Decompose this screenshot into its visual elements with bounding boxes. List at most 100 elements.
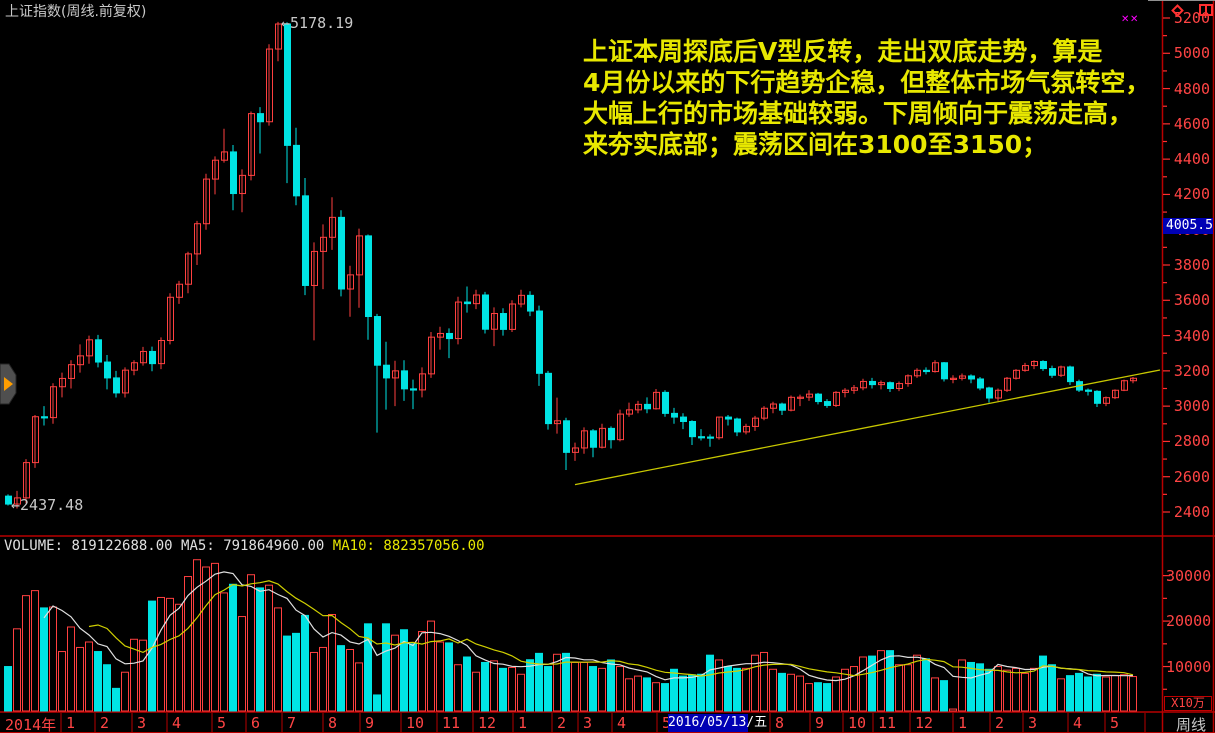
candle-body bbox=[59, 377, 66, 388]
volume-bar bbox=[184, 576, 192, 712]
restore-window-icon[interactable] bbox=[1199, 4, 1213, 16]
candle-body bbox=[374, 316, 381, 366]
candle-body bbox=[149, 350, 156, 365]
month-label: 4 bbox=[172, 714, 182, 732]
volume-indicator-header: VOLUME: 819122688.00 MA5: 791864960.00 M… bbox=[4, 538, 485, 554]
volume-bar bbox=[958, 659, 966, 712]
volume-bar bbox=[787, 673, 795, 712]
candle-body bbox=[284, 23, 291, 146]
candle-body bbox=[941, 362, 948, 380]
candle-body bbox=[851, 387, 858, 391]
month-label: 3 bbox=[1028, 714, 1038, 732]
ma5-label: MA5: bbox=[181, 538, 215, 554]
volume-bar bbox=[103, 664, 111, 712]
volume-bar bbox=[571, 661, 579, 712]
window-icon-divider bbox=[1205, 6, 1207, 14]
candle-body bbox=[212, 159, 219, 180]
candle-body bbox=[653, 391, 660, 410]
volume-bar bbox=[40, 607, 48, 712]
volume-bar bbox=[13, 628, 21, 712]
volume-bar bbox=[553, 653, 561, 712]
volume-bar bbox=[1075, 672, 1083, 712]
volume-bar bbox=[535, 652, 543, 712]
candle-body bbox=[995, 389, 1002, 399]
volume-bar bbox=[679, 675, 687, 712]
high-price-marker: ←5178.19 bbox=[281, 14, 354, 32]
candle-body bbox=[788, 396, 795, 411]
volume-bar bbox=[697, 673, 705, 712]
candle-body bbox=[293, 144, 300, 197]
volume-bar bbox=[769, 668, 777, 712]
volume-bar bbox=[148, 600, 156, 712]
volume-bar bbox=[292, 632, 300, 712]
volume-bar bbox=[490, 660, 498, 712]
candle-body bbox=[860, 380, 867, 389]
candle-body bbox=[635, 403, 642, 411]
volume-bar bbox=[1039, 655, 1047, 712]
month-label: 4 bbox=[1073, 714, 1083, 732]
candle-body bbox=[473, 294, 480, 305]
price-axis-label: 2800 bbox=[1173, 432, 1210, 451]
candle-body bbox=[32, 416, 39, 464]
candle-body bbox=[1031, 361, 1038, 367]
candle-body bbox=[509, 303, 516, 330]
price-axis-label: 3600 bbox=[1173, 291, 1210, 310]
candle-body bbox=[104, 361, 111, 379]
volume-bar bbox=[112, 687, 120, 712]
candle-body bbox=[446, 332, 453, 340]
volume-bar bbox=[463, 656, 471, 712]
volume-bar bbox=[985, 668, 993, 712]
volume-bar bbox=[706, 654, 714, 712]
candle-body bbox=[1130, 377, 1137, 382]
candle-body bbox=[248, 113, 255, 176]
volume-bar bbox=[481, 661, 489, 712]
month-label: 6 bbox=[251, 714, 261, 732]
candle-body bbox=[302, 195, 309, 286]
volume-bar bbox=[1048, 664, 1056, 712]
candle-body bbox=[752, 417, 759, 427]
volume-bar bbox=[643, 677, 651, 712]
candle-body bbox=[41, 416, 48, 419]
volume-bar bbox=[1012, 667, 1020, 712]
period-label: 周线 bbox=[1176, 716, 1207, 733]
price-axis-label: 4200 bbox=[1173, 185, 1210, 204]
volume-bar bbox=[805, 683, 813, 712]
volume-bar bbox=[634, 675, 642, 712]
volume-bar bbox=[346, 649, 354, 712]
volume-bar bbox=[175, 603, 183, 712]
volume-bar bbox=[661, 683, 669, 712]
candle-body bbox=[1022, 365, 1029, 371]
annotation-line: 4月份以来的下行趋势企稳，但整体市场气氛转空， bbox=[583, 68, 1151, 97]
candle-body bbox=[689, 420, 696, 438]
candle-body bbox=[311, 250, 318, 286]
candle-body bbox=[1013, 369, 1020, 379]
candle-body bbox=[662, 391, 669, 414]
month-label: 11 bbox=[878, 714, 897, 732]
volume-bar bbox=[688, 674, 696, 712]
candle-body bbox=[1067, 366, 1074, 383]
volume-bar bbox=[166, 597, 174, 712]
candle-body bbox=[1040, 361, 1047, 370]
volume-bar bbox=[220, 592, 228, 712]
volume-bar bbox=[211, 562, 219, 712]
candle-body bbox=[806, 393, 813, 398]
candle-body bbox=[122, 369, 129, 394]
volume-bar bbox=[724, 666, 732, 712]
volume-bar bbox=[1057, 678, 1065, 712]
candle-body bbox=[896, 383, 903, 390]
volume-bar bbox=[580, 661, 588, 712]
candle-body bbox=[887, 382, 894, 390]
volume-bar bbox=[499, 667, 507, 712]
volume-bar bbox=[310, 651, 318, 712]
volume-bar bbox=[625, 678, 633, 712]
volume-bar bbox=[526, 659, 534, 712]
candle-body bbox=[194, 223, 201, 255]
volume-bar bbox=[832, 676, 840, 712]
candle-body bbox=[707, 436, 714, 439]
price-axis-label: 2400 bbox=[1173, 503, 1210, 521]
volume-bar bbox=[265, 584, 273, 712]
volume-bar bbox=[778, 672, 786, 712]
volume-bar bbox=[337, 645, 345, 712]
volume-bar bbox=[751, 654, 759, 712]
